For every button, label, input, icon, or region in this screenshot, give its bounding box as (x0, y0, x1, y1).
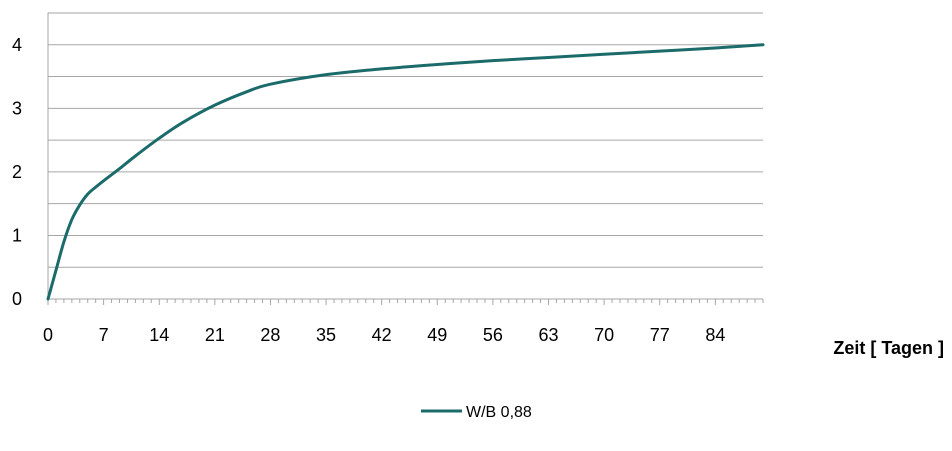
legend: W/B 0,88 (421, 404, 532, 421)
y-tick-label: 4 (12, 35, 22, 55)
x-tick-label: 42 (372, 325, 392, 345)
x-tick-label: 28 (260, 325, 280, 345)
y-tick-label: 3 (12, 98, 22, 118)
x-axis-title: Zeit [ Tagen ] (833, 338, 944, 358)
y-tick-label: 0 (12, 289, 22, 309)
x-tick-label: 35 (316, 325, 336, 345)
x-tick-label: 14 (149, 325, 169, 345)
x-tick-label: 21 (205, 325, 225, 345)
legend-label: W/B 0,88 (466, 404, 532, 421)
x-tick-label: 56 (483, 325, 503, 345)
x-tick-label: 0 (43, 325, 53, 345)
x-tick-label: 84 (705, 325, 725, 345)
series-line (46, 43, 765, 301)
series-lines (46, 43, 765, 301)
y-tick-label: 1 (12, 225, 22, 245)
x-tick-label: 49 (427, 325, 447, 345)
x-tick-label: 77 (650, 325, 670, 345)
x-tick-label: 70 (594, 325, 614, 345)
x-axis-tick-labels: 0 7 14 21 28 35 42 49 56 63 70 77 84 (43, 325, 725, 345)
x-tick-label: 63 (538, 325, 558, 345)
x-axis-minor-ticks (47, 299, 764, 305)
gridlines (48, 12, 763, 268)
y-tick-label: 2 (12, 162, 22, 182)
x-tick-label: 7 (99, 325, 109, 345)
y-axis-tick-labels: 0 1 2 3 4 (12, 35, 22, 309)
